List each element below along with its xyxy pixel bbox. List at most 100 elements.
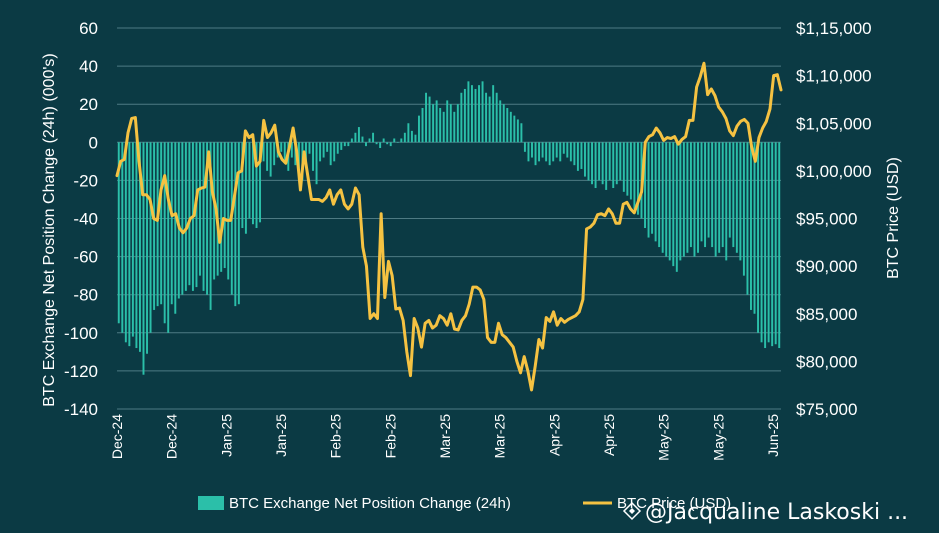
right-tick-label: $1,10,000 — [796, 67, 872, 86]
net-position-bar — [538, 142, 541, 162]
left-tick-label: 40 — [79, 57, 98, 76]
net-position-bar — [347, 142, 350, 147]
net-position-bar — [771, 142, 774, 347]
net-position-bar — [206, 142, 209, 295]
net-position-bar — [534, 142, 537, 166]
net-position-bar — [425, 92, 428, 143]
legend-line-label: BTC Price (USD) — [617, 495, 731, 512]
net-position-bar — [202, 142, 205, 291]
net-position-bar — [566, 142, 569, 158]
net-position-bar — [432, 104, 435, 143]
left-tick-label: -80 — [73, 286, 98, 305]
net-position-bar — [421, 108, 424, 143]
net-position-bar — [742, 142, 745, 276]
net-position-bar — [682, 142, 685, 257]
left-tick-label: -40 — [73, 210, 98, 229]
net-position-bar — [209, 142, 212, 310]
net-position-bar — [446, 100, 449, 143]
net-position-bar — [767, 142, 770, 343]
net-position-bar — [580, 142, 583, 169]
net-position-bar — [679, 142, 682, 261]
net-position-bar — [117, 142, 120, 324]
watermark: @Jacqualine Laskoski ... — [622, 500, 908, 525]
net-position-bar — [463, 88, 466, 143]
net-position-bar — [591, 142, 594, 185]
net-position-bar — [520, 123, 523, 143]
net-position-bar — [658, 142, 661, 248]
net-position-bar — [184, 142, 187, 291]
net-position-bar — [124, 142, 127, 343]
net-position-bar — [414, 134, 417, 143]
net-position-bar — [651, 142, 654, 234]
net-position-bar — [527, 142, 530, 162]
net-position-bar — [746, 142, 749, 295]
net-position-bar — [714, 142, 717, 257]
net-position-bars — [117, 81, 781, 375]
watermark-text: @Jacqualine Laskoski ... — [645, 500, 908, 525]
net-position-bar — [280, 142, 283, 152]
left-axis-title: BTC Exchange Net Position Change (24h) (… — [41, 53, 58, 406]
net-position-bar — [545, 142, 548, 162]
net-position-bar — [220, 142, 223, 272]
x-axis-ticks: Dec-24 Dec-24 Jan-25 Jan-25 Feb-25 Feb-25 Mar-… — [109, 414, 781, 461]
net-position-bar — [612, 142, 615, 189]
net-position-bar — [697, 142, 699, 253]
right-tick-label: $95,000 — [796, 210, 857, 229]
x-tick-label: May-25 — [656, 414, 672, 461]
net-position-bar — [495, 92, 498, 143]
net-position-bar — [559, 142, 562, 162]
net-position-bar — [418, 115, 420, 143]
net-position-bar — [269, 142, 272, 177]
net-position-bar — [248, 142, 251, 219]
net-position-bar — [573, 142, 576, 166]
net-position-bar — [146, 142, 148, 354]
net-position-bar — [686, 142, 689, 253]
net-position-bar — [403, 132, 406, 143]
net-position-bar — [188, 142, 191, 286]
net-position-bar — [531, 142, 533, 158]
net-position-bar — [668, 142, 671, 261]
net-position-bar — [605, 142, 608, 190]
net-position-bar — [608, 142, 611, 181]
right-tick-label: $1,05,000 — [796, 114, 872, 133]
net-position-bar — [523, 142, 526, 152]
net-position-bar — [315, 142, 318, 185]
net-position-bar — [361, 136, 364, 143]
net-position-bar — [672, 142, 675, 267]
net-position-bar — [379, 142, 382, 149]
btc-price-line — [115, 61, 783, 392]
net-position-bar — [273, 142, 276, 166]
net-position-bar — [449, 104, 452, 143]
net-position-bar — [760, 142, 763, 343]
net-position-bar — [502, 104, 505, 143]
net-position-bar — [619, 142, 622, 181]
left-axis-ticks: 60 40 20 0 -20 -40 -60 -80 -100 -120 -140 — [64, 19, 98, 419]
net-position-bar — [541, 142, 544, 158]
net-position-bar — [312, 142, 314, 171]
net-position-bar — [453, 111, 456, 143]
net-position-bar — [629, 142, 632, 200]
net-position-bar — [764, 142, 767, 349]
net-position-bar — [386, 142, 389, 145]
net-position-bar — [216, 142, 219, 276]
net-position-bar — [372, 132, 375, 143]
net-position-bar — [774, 142, 777, 345]
x-tick-label: Feb-25 — [328, 414, 344, 459]
net-position-bar — [340, 142, 343, 150]
net-position-bar — [721, 142, 724, 248]
left-tick-label: -60 — [73, 248, 98, 267]
left-tick-label: 60 — [79, 19, 98, 38]
x-tick-label: Jan-25 — [218, 414, 234, 457]
net-position-bar — [654, 142, 657, 242]
net-position-bar — [460, 92, 463, 143]
net-position-bar — [569, 142, 572, 162]
net-position-bar — [407, 123, 410, 143]
net-position-bar — [555, 142, 558, 158]
net-position-bar — [757, 142, 760, 333]
net-position-bar — [700, 142, 703, 242]
net-position-bar — [485, 92, 488, 143]
net-position-bar — [725, 142, 728, 261]
net-position-bar — [149, 142, 152, 333]
net-position-bar — [506, 108, 509, 143]
